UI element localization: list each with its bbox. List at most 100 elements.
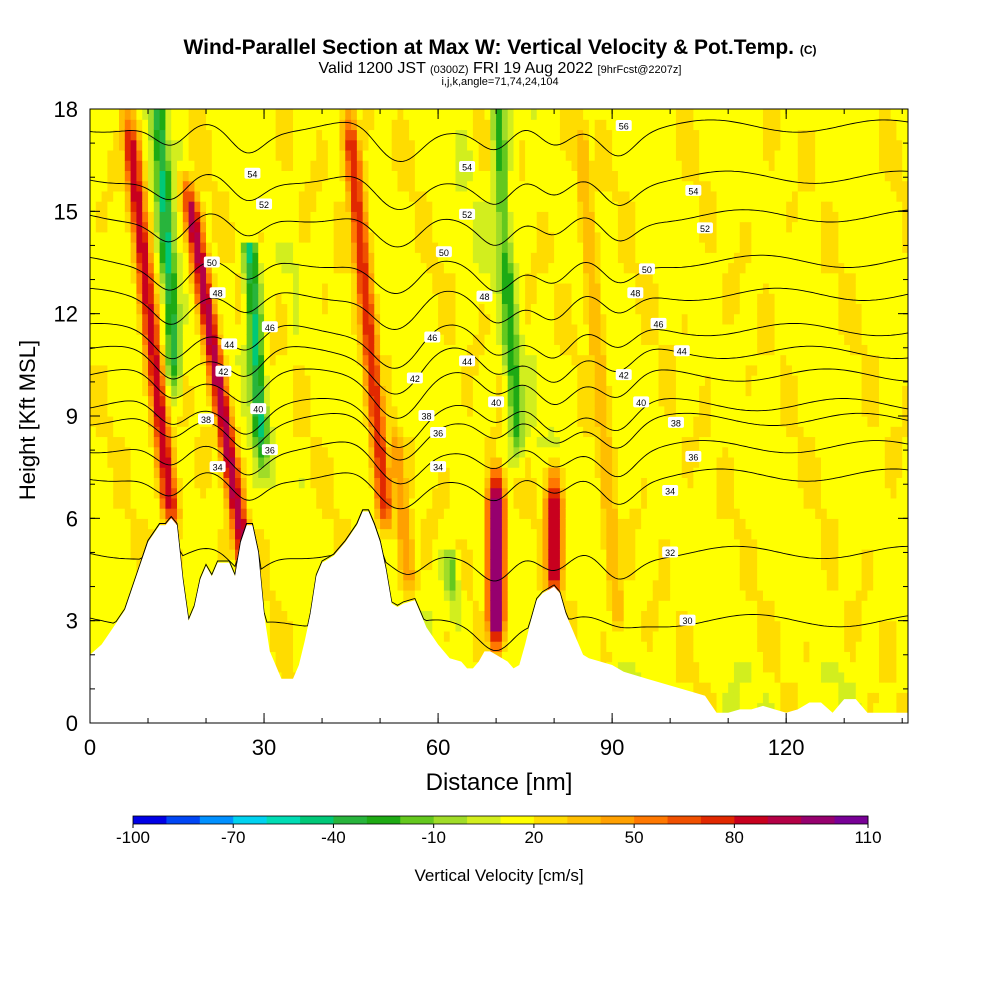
field-cell	[194, 559, 201, 571]
field-cell	[142, 313, 149, 325]
field-cell	[345, 190, 352, 202]
field-cell	[310, 252, 317, 264]
field-cell	[188, 252, 196, 264]
field-cell	[432, 405, 439, 417]
field-cell	[467, 600, 474, 612]
field-cell	[507, 467, 515, 478]
field-cell	[507, 119, 515, 131]
field-cell	[304, 221, 312, 233]
field-cell	[438, 334, 445, 345]
field-cell	[438, 119, 445, 131]
field-cell	[339, 221, 346, 233]
field-cell	[264, 610, 271, 622]
field-cell	[298, 518, 306, 530]
field-cell	[339, 119, 346, 131]
field-cell	[443, 559, 451, 571]
field-cell	[496, 201, 503, 212]
field-cell	[391, 119, 399, 131]
field-cell	[333, 528, 341, 540]
field-cell	[461, 416, 468, 427]
field-cell	[362, 149, 370, 161]
field-cell	[333, 487, 341, 499]
field-cell	[554, 395, 561, 407]
field-cell	[426, 426, 433, 438]
field-cell	[182, 129, 190, 141]
field-cell	[559, 303, 567, 315]
field-cell	[275, 201, 283, 212]
field-cell	[443, 231, 451, 243]
field-cell	[380, 282, 387, 294]
field-cell	[124, 518, 132, 530]
field-cell	[391, 549, 399, 560]
field-cell	[490, 385, 497, 397]
field-cell	[467, 436, 474, 448]
field-cell	[432, 538, 439, 550]
field-cell	[513, 375, 520, 386]
field-cell	[281, 549, 288, 560]
field-cell	[281, 344, 288, 356]
field-cell	[165, 262, 172, 274]
field-cell	[356, 170, 364, 182]
field-cell	[107, 129, 114, 141]
field-cell	[385, 569, 393, 581]
field-cell	[391, 528, 399, 540]
field-cell	[90, 620, 97, 632]
field-cell	[472, 436, 480, 448]
field-cell	[142, 395, 149, 407]
field-cell	[490, 487, 497, 499]
field-cell	[565, 262, 573, 274]
field-cell	[432, 364, 439, 376]
field-cell	[246, 467, 254, 478]
field-cell	[281, 569, 288, 581]
field-cell	[409, 119, 416, 131]
field-cell	[119, 549, 126, 560]
field-cell	[490, 538, 497, 550]
field-cell	[414, 385, 422, 397]
field-cell	[484, 630, 491, 642]
field-cell	[496, 242, 503, 253]
field-cell	[107, 231, 114, 243]
field-cell	[229, 487, 236, 499]
field-cell	[229, 272, 236, 284]
field-cell	[211, 467, 219, 478]
field-cell	[293, 334, 300, 345]
field-cell	[235, 508, 242, 519]
field-cell	[461, 221, 468, 233]
field-cell	[293, 252, 300, 264]
field-cell	[565, 323, 573, 335]
field-cell	[519, 262, 526, 274]
field-cell	[362, 180, 370, 192]
field-cell	[385, 221, 393, 233]
field-cell	[188, 344, 196, 356]
field-cell	[374, 242, 381, 253]
field-cell	[368, 405, 375, 417]
field-cell	[449, 549, 457, 560]
field-cell	[287, 231, 294, 243]
field-cell	[414, 569, 422, 581]
field-cell	[177, 395, 184, 407]
field-cell	[420, 579, 428, 591]
field-cell	[414, 160, 422, 171]
field-cell	[368, 201, 375, 212]
field-cell	[565, 446, 573, 458]
field-cell	[368, 262, 375, 274]
field-cell	[264, 508, 271, 519]
field-cell	[356, 109, 364, 120]
field-cell	[455, 293, 462, 305]
field-cell	[496, 282, 503, 294]
field-cell	[194, 149, 201, 161]
field-cell	[182, 416, 190, 427]
field-cell	[194, 180, 201, 192]
field-cell	[240, 231, 248, 243]
field-cell	[130, 446, 138, 458]
field-cell	[281, 375, 288, 386]
field-cell	[327, 538, 335, 550]
field-cell	[432, 487, 439, 499]
field-cell	[142, 375, 149, 386]
field-cell	[507, 160, 515, 171]
field-cell	[362, 354, 370, 366]
field-cell	[472, 416, 480, 427]
field-cell	[380, 538, 387, 550]
field-cell	[385, 180, 393, 192]
field-cell	[432, 528, 439, 540]
